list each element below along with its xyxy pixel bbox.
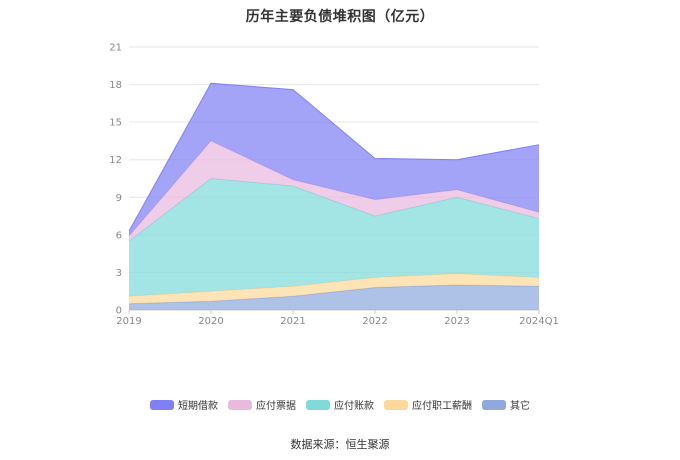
- y-tick-label: 18: [109, 80, 122, 91]
- area-line-短期借款: [128, 82, 540, 232]
- legend-label: 应付职工薪酬: [412, 401, 472, 412]
- legend-swatch: [482, 399, 506, 410]
- x-tick-label: 2020: [198, 316, 223, 327]
- x-tick-label: 2019: [116, 316, 141, 327]
- legend-swatch: [150, 399, 174, 410]
- area-应付账款: [129, 178, 539, 297]
- legend-swatch: [228, 399, 252, 410]
- area-应付职工薪酬: [129, 273, 539, 304]
- y-tick-label: 9: [116, 193, 122, 204]
- y-tick-label: 0: [116, 306, 122, 317]
- legend-item[interactable]: 短期借款: [150, 397, 218, 412]
- legend-item[interactable]: 应付账款: [306, 397, 374, 412]
- chart-legend: 短期借款 应付票据 应付账款 应付职工薪酬 其它: [0, 397, 680, 412]
- area-应付票据: [129, 140, 539, 242]
- y-tick-label: 6: [116, 230, 122, 241]
- legend-item[interactable]: 其它: [482, 397, 530, 412]
- y-tick-label: 15: [109, 118, 122, 129]
- legend-item[interactable]: 应付票据: [228, 397, 296, 412]
- legend-label: 应付票据: [256, 401, 296, 412]
- legend-swatch: [306, 399, 330, 410]
- x-tick-label: 2022: [362, 316, 387, 327]
- x-tick-label: 2021: [280, 316, 305, 327]
- legend-swatch: [384, 399, 408, 410]
- legend-label: 应付账款: [334, 401, 374, 412]
- chart-title: 历年主要负债堆积图（亿元）: [245, 9, 435, 25]
- area-其它: [129, 284, 539, 310]
- legend-label: 其它: [510, 401, 530, 412]
- y-tick-label: 21: [109, 43, 122, 54]
- area-短期借款: [129, 83, 539, 237]
- legend-label: 短期借款: [178, 401, 218, 412]
- legend-item[interactable]: 应付职工薪酬: [384, 397, 472, 412]
- y-tick-label: 12: [109, 155, 122, 166]
- x-tick-label: 2024Q1: [519, 316, 559, 327]
- x-tick-label: 2023: [444, 316, 469, 327]
- data-source: 数据来源：恒生聚源: [290, 438, 390, 451]
- y-tick-label: 3: [116, 268, 122, 279]
